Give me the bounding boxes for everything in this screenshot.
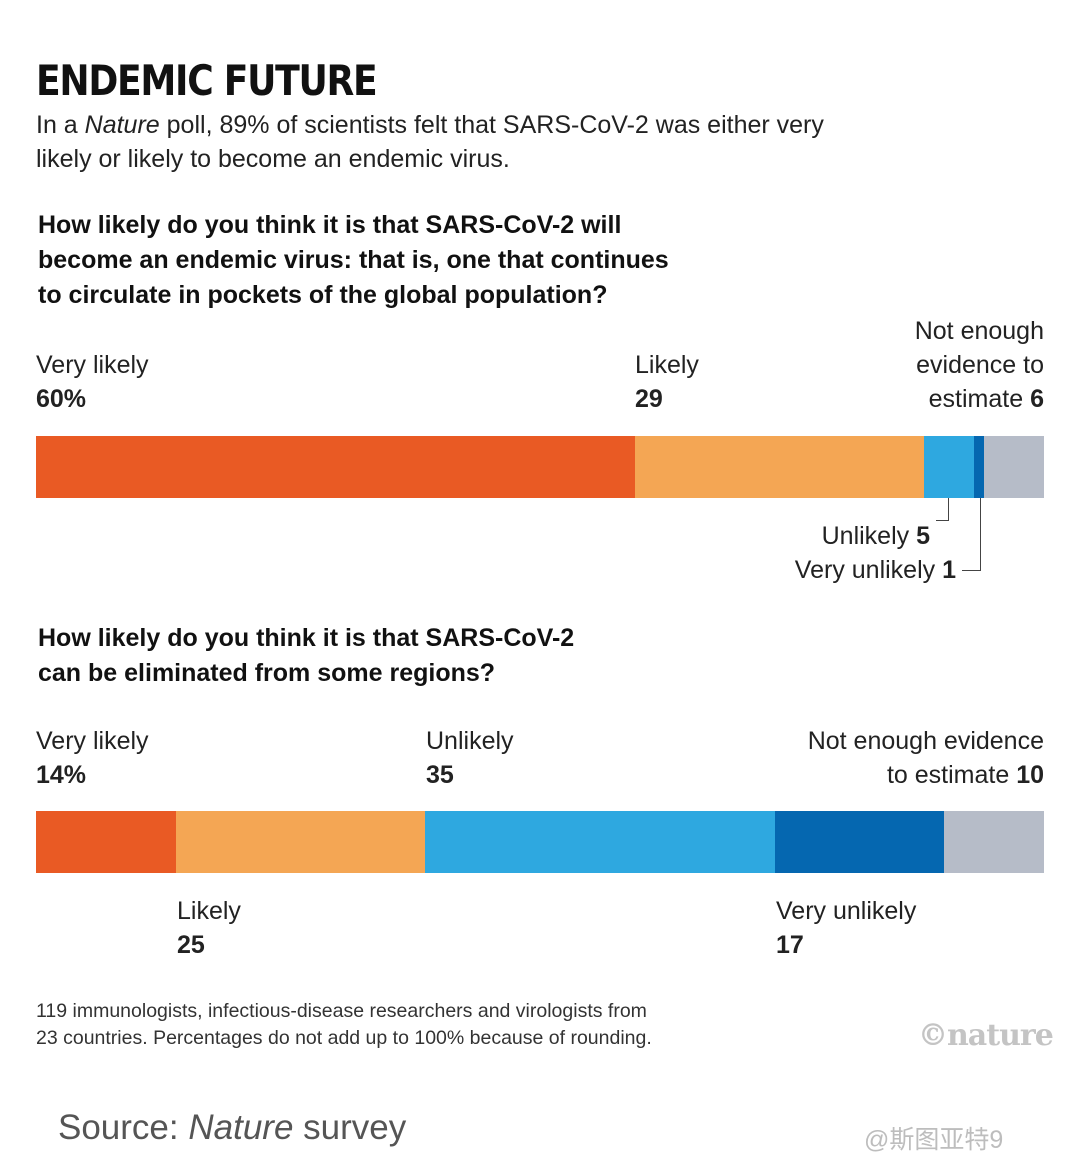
c1-segment-not-enough-evidence-to-estimate	[984, 436, 1044, 498]
source-credit: Source: Nature survey	[58, 1108, 407, 1147]
chart-2-bar	[36, 811, 1044, 873]
c2-label-very-likely: Very likely 14%	[36, 724, 149, 792]
c2-label-likely: Likely 25	[177, 894, 241, 962]
question-1: How likely do you think it is that SARS-…	[38, 211, 669, 309]
c1-value-very-unlikely: 1	[942, 556, 956, 584]
c2-value-very-likely: 14%	[36, 761, 87, 789]
c1-segment-unlikely	[924, 436, 975, 498]
nature-logo: ©nature	[918, 1018, 1054, 1053]
c2-segment-very-likely	[36, 811, 176, 873]
chart-subtitle: In a Nature poll, 89% of scientists felt…	[36, 111, 824, 173]
chart-1-bar	[36, 436, 1044, 498]
c1-label-very-unlikely: Very unlikely 1	[794, 556, 956, 584]
c1-segment-very-likely	[36, 436, 635, 498]
c1-label-likely: Likely 29	[635, 348, 699, 416]
c1-label-unlikely: Unlikely 5	[821, 522, 930, 550]
weibo-watermark: @斯图亚特9	[864, 1126, 1004, 1154]
c2-label-unlikely: Unlikely 35	[426, 724, 514, 792]
c2-value-likely: 25	[177, 931, 205, 959]
c1-value-unlikely: 5	[916, 522, 930, 550]
c2-segment-likely	[175, 811, 426, 873]
c2-segment-not-enough-evidence-to-estimate	[944, 811, 1044, 873]
c2-value-very-unlikely: 17	[776, 931, 804, 959]
c1-segment-likely	[634, 436, 925, 498]
c1-segment-very-unlikely	[974, 436, 985, 498]
footnote: 119 immunologists, infectious-disease re…	[36, 1000, 652, 1049]
c1-value-likely: 29	[635, 385, 663, 413]
c2-label-very-unlikely: Very unlikely 17	[776, 894, 916, 962]
chart-title: ENDEMIC FUTURE	[36, 56, 378, 105]
c2-segment-very-unlikely	[774, 811, 945, 873]
c1-label-very-likely: Very likely 60%	[36, 348, 149, 416]
c2-value-unlikely: 35	[426, 761, 454, 789]
c1-leader-unlikely	[936, 498, 949, 521]
c1-value-very-likely: 60%	[36, 385, 87, 413]
question-2: How likely do you think it is that SARS-…	[38, 624, 575, 687]
c1-label-not-enough: Not enough evidence to estimate 6	[914, 317, 1044, 413]
c2-label-not-enough: Not enough evidence to estimate 10	[807, 727, 1044, 789]
c2-segment-unlikely	[425, 811, 775, 873]
c2-value-not-enough: 10	[1016, 761, 1044, 789]
c1-leader-very-unlikely	[962, 498, 981, 571]
c1-value-not-enough: 6	[1030, 385, 1044, 413]
